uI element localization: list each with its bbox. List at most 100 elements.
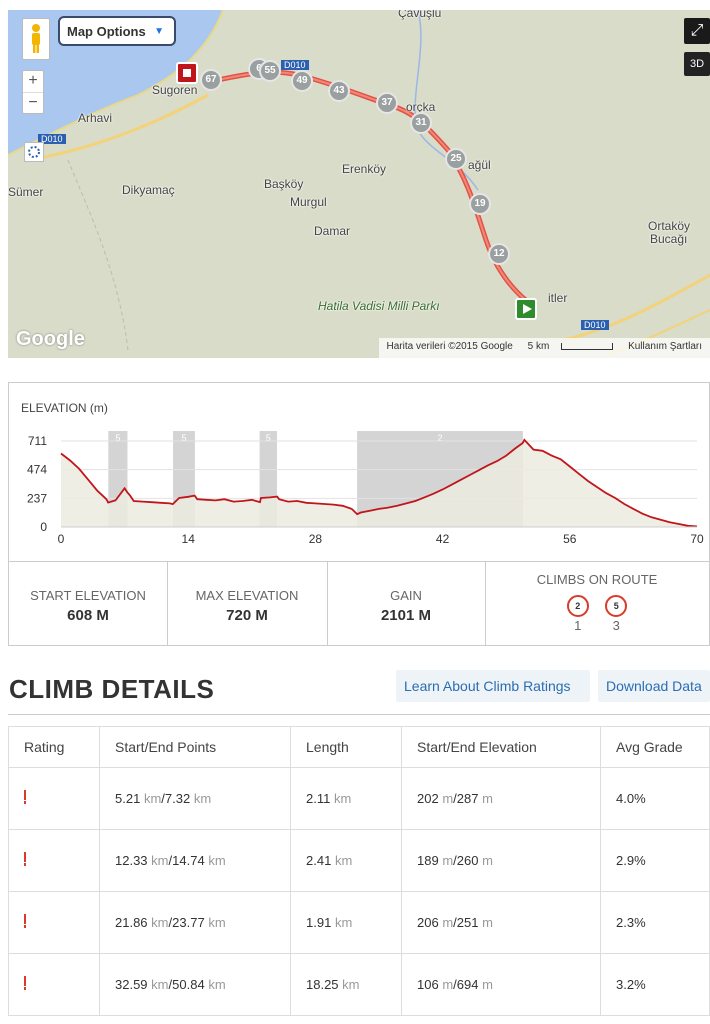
gain-label: GAIN	[390, 588, 422, 603]
compass-icon[interactable]	[24, 142, 44, 162]
end-elevation: 287	[456, 791, 479, 806]
km-marker[interactable]: 49	[291, 70, 313, 92]
start-end-elevation-cell: 106 m/694 m	[401, 953, 601, 1016]
zoom-out-button[interactable]: −	[28, 94, 38, 111]
start-end-points-cell: 5.21 km/7.32 km	[99, 767, 291, 830]
unit: km	[334, 853, 353, 868]
start-elevation-stat: START ELEVATION 608 M	[9, 562, 168, 646]
length-cell: 18.25 km	[290, 953, 402, 1016]
km-marker[interactable]: 19	[469, 193, 491, 215]
map-label-ortakoy: Ortaköy	[648, 219, 691, 233]
start-km: 21.86	[115, 915, 148, 930]
elevation-chart[interactable]: 5 5 5 2 0 237 474 711 0 14 28 42 56 70	[9, 383, 709, 561]
route-map[interactable]: Çavuşlu Sugoren Arhavi D010 Sümer Dikyam…	[8, 10, 710, 358]
table-header-row: Rating Start/End Points Length Start/End…	[8, 726, 710, 768]
km-marker[interactable]: 67	[200, 69, 222, 91]
unit: km	[333, 791, 352, 806]
rating-marker-icon	[24, 976, 26, 990]
x-tick-label: 0	[58, 532, 65, 546]
start-end-points-cell: 32.59 km/50.84 km	[99, 953, 291, 1016]
table-row[interactable]: 12.33 km/14.74 km 2.41 km 189 m/260 m 2.9%	[8, 829, 710, 892]
rating-marker-icon	[24, 914, 26, 928]
3d-toggle-button[interactable]: 3D	[684, 52, 710, 76]
column-header[interactable]: Start/End Points	[99, 726, 291, 768]
km-marker[interactable]: 25	[445, 148, 467, 170]
avg-grade-cell: 2.9%	[600, 829, 710, 892]
start-elevation-value: 608 M	[67, 607, 109, 624]
km-marker[interactable]: 37	[376, 92, 398, 114]
street-view-pegman[interactable]	[22, 18, 50, 60]
avg-grade-value: 2.3%	[616, 915, 646, 930]
elevation-area	[61, 439, 697, 527]
start-km: 32.59	[115, 977, 148, 992]
unit: km	[151, 977, 169, 992]
km-marker[interactable]: 12	[488, 243, 510, 265]
map-label-dikyamac: Dikyamaç	[122, 183, 175, 197]
zoom-in-button[interactable]: +	[23, 71, 43, 93]
table-row[interactable]: 32.59 km/50.84 km 18.25 km 106 m/694 m 3.2%	[8, 953, 710, 1016]
climb-category-badge[interactable]: 5	[605, 595, 628, 617]
y-tick-label: 237	[27, 491, 47, 505]
unit: m	[482, 853, 493, 868]
map-label-arhavi: Arhavi	[78, 111, 113, 125]
km-marker[interactable]: 43	[328, 80, 350, 102]
map-label-bucagi: Bucağı	[650, 232, 688, 246]
x-tick-label: 42	[436, 532, 450, 546]
download-data-button[interactable]: Download Data	[598, 670, 710, 702]
map-options-label: Map Options	[67, 24, 146, 39]
y-tick-label: 474	[27, 463, 47, 477]
climbs-on-route-stat: CLIMBS ON ROUTE 2 5 1 3	[485, 562, 709, 646]
start-end-points-cell: 12.33 km/14.74 km	[99, 829, 291, 892]
table-row[interactable]: 21.86 km/23.77 km 1.91 km 206 m/251 m 2.3%	[8, 891, 710, 954]
length-value: 18.25	[306, 977, 339, 992]
elevation-title: ELEVATION (m)	[21, 401, 108, 415]
climb-band-label: 2	[438, 433, 443, 443]
unit: km	[151, 853, 169, 868]
climb-details-title: CLIMB DETAILS	[9, 674, 215, 704]
caret-down-icon: ▼	[154, 26, 164, 37]
start-end-elevation-cell: 206 m/251 m	[401, 891, 601, 954]
scale-label: 5 km	[527, 341, 550, 352]
start-elevation: 206	[417, 915, 439, 930]
column-header[interactable]: Avg Grade	[600, 726, 710, 768]
map-options-dropdown[interactable]: Map Options ▼	[58, 16, 176, 46]
climb-category-count: 3	[612, 618, 620, 633]
gain-value: 2101 M	[380, 607, 432, 624]
title-divider	[8, 714, 710, 715]
climb-details-table: Rating Start/End Points Length Start/End…	[8, 726, 710, 1016]
rating-cell	[8, 829, 100, 892]
rating-cell	[8, 953, 100, 1016]
km-marker[interactable]: 55	[259, 60, 281, 82]
avg-grade-value: 2.9%	[616, 853, 646, 868]
km-marker[interactable]: 31	[410, 112, 432, 134]
start-elevation: 189	[417, 853, 439, 868]
climb-band-label: 5	[115, 433, 120, 443]
table-row[interactable]: 5.21 km/7.32 km 2.11 km 202 m/287 m 4.0%	[8, 767, 710, 830]
map-label-erenkoy: Erenköy	[342, 162, 387, 176]
pegman-icon	[32, 24, 40, 53]
map-label-agul: ağül	[468, 158, 491, 172]
end-km: 50.84	[172, 977, 205, 992]
fullscreen-icon[interactable]: ⤢	[684, 18, 710, 44]
x-tick-label: 56	[563, 532, 577, 546]
climb-band-label: 5	[181, 433, 186, 443]
column-header[interactable]: Length	[290, 726, 402, 768]
learn-climb-ratings-button[interactable]: Learn About Climb Ratings	[396, 670, 590, 702]
climb-category-count: 1	[574, 618, 582, 633]
unit: km	[342, 977, 360, 992]
road-shield-d010-east: D010	[581, 320, 609, 330]
terms-link[interactable]: Kullanım Şartları	[628, 341, 702, 352]
unit: km	[208, 977, 226, 992]
map-label-hatila-park: Hatila Vadisi Milli Parkı	[318, 299, 440, 313]
column-header[interactable]: Start/End Elevation	[401, 726, 601, 768]
google-logo: Google	[16, 328, 85, 350]
start-elevation: 106	[417, 977, 439, 992]
climb-category-badge[interactable]: 2	[566, 595, 589, 617]
max-elevation-value: 720 M	[226, 607, 268, 624]
map-label-baskoy: Başköy	[264, 177, 304, 191]
start-marker[interactable]	[515, 298, 537, 320]
finish-marker[interactable]	[176, 62, 198, 84]
unit: km	[208, 853, 226, 868]
column-header[interactable]: Rating	[8, 726, 100, 768]
map-attribution: Harita verileri ©2015 Google 5 km Kullan…	[378, 338, 710, 358]
